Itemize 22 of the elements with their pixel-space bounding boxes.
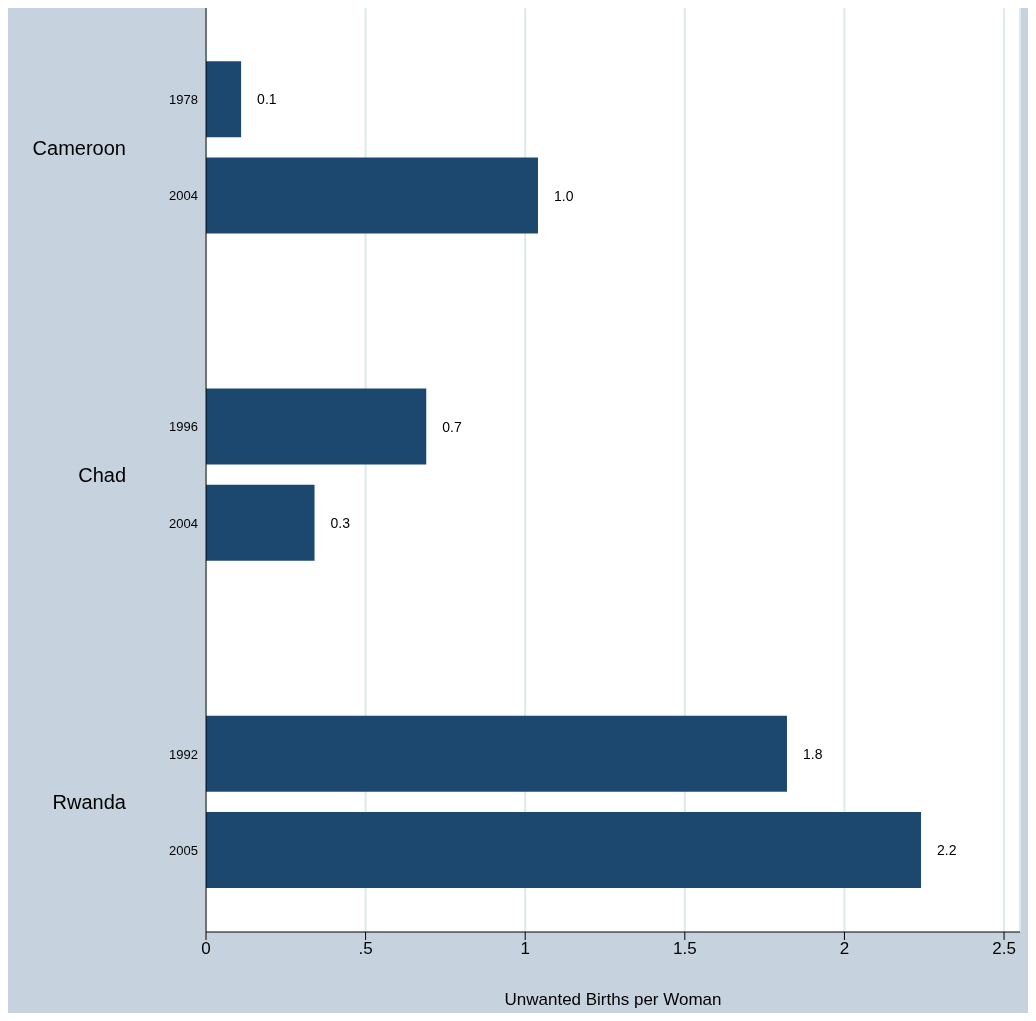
y-tick-label: 2005	[169, 842, 198, 858]
y-tick-label: 2004	[169, 515, 198, 531]
data-label: 0.1	[257, 91, 277, 108]
data-label: 0.3	[330, 514, 351, 531]
text: Cameroon	[32, 136, 126, 160]
x-tick-label: 1	[520, 939, 530, 959]
data-label: 1.8	[802, 745, 823, 762]
x-tick-label: 2.5	[992, 939, 1016, 959]
data-label: 2.2	[937, 842, 957, 859]
data-label: 0.7	[442, 418, 462, 435]
x-tick-label: 1.5	[673, 939, 697, 959]
x-tick-label: .5	[358, 939, 373, 959]
text: Chad	[78, 463, 126, 487]
text: Rwanda	[52, 791, 126, 815]
y-tick-label: 1978	[169, 92, 198, 108]
x-tick-label: 2	[839, 939, 850, 959]
x-tick-label: 0	[201, 939, 211, 959]
y-tick-label: 1992	[169, 746, 198, 762]
data-label: 1.0	[553, 187, 574, 204]
y-tick-label: 1996	[169, 419, 198, 435]
x-axis-title: Unwanted Births per Woman	[504, 990, 722, 1009]
y-tick-label: 2004	[169, 188, 198, 204]
